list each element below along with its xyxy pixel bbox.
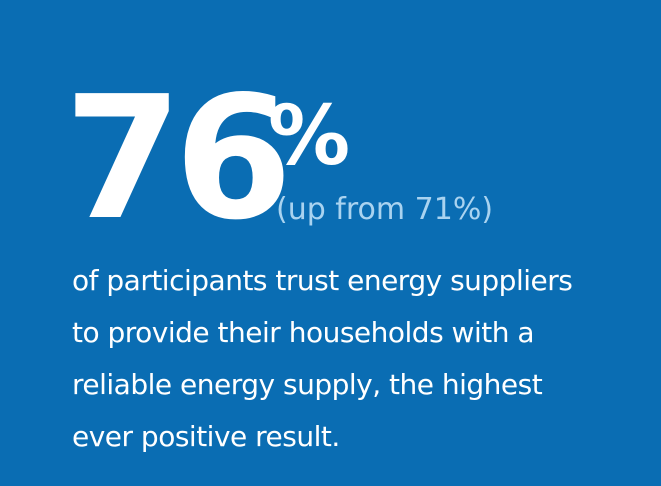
description-line: ever positive result. bbox=[72, 420, 340, 453]
description-line: of participants trust energy suppliers bbox=[72, 264, 573, 297]
stat-change-note: (up from 71%) bbox=[276, 192, 494, 227]
description-line: reliable energy supply, the highest bbox=[72, 368, 543, 401]
stat-number: 76 bbox=[64, 60, 293, 258]
description-line: to provide their households with a bbox=[72, 316, 535, 349]
stat-description: of participants trust energy suppliers t… bbox=[72, 255, 632, 463]
stat-percent-sign: % bbox=[268, 89, 351, 184]
